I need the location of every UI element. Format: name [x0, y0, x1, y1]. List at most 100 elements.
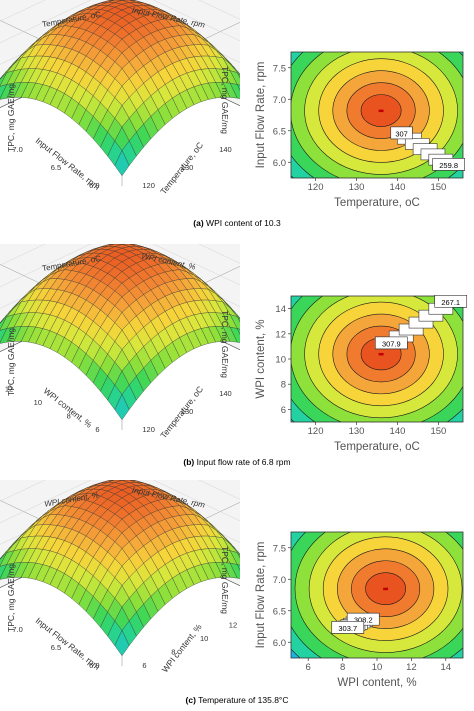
caption-text-c: Temperature of 135.8°C: [198, 695, 289, 705]
surface-cell: [114, 394, 130, 421]
x-tick-label: 150: [430, 182, 446, 193]
x-tick-label: 120: [308, 182, 324, 193]
surface-front-right-tick: 120: [142, 181, 155, 190]
y-tick-label: 7.5: [273, 543, 286, 554]
surface-front-right-tick: 12: [229, 620, 237, 629]
contour-label-text: 308.2: [354, 616, 373, 625]
optimum-marker: [378, 109, 384, 113]
caption-c: (c) Temperature of 135.8°C: [0, 695, 474, 705]
optimum-marker: [383, 587, 389, 591]
y-tick-label: 6.5: [273, 606, 286, 617]
x-axis-label: Temperature, oC: [334, 197, 420, 209]
surface-mesh-c: [0, 480, 240, 657]
surface-front-right-tick: 130: [181, 407, 194, 416]
surface-plot-a: TPC, mg GAE/mg TPC, mg GAE/mg Temperatur…: [0, 0, 240, 196]
surface-front-left-tick: 7.0: [12, 625, 22, 634]
contour-label-box: [331, 621, 365, 634]
surface-front-left-tick: 6.5: [51, 163, 61, 172]
x-tick-label: 8: [340, 662, 345, 673]
contour-label-box: [432, 158, 465, 171]
y-tick-label: 7.0: [273, 95, 286, 106]
surface-front-left-tick: 6: [95, 425, 99, 434]
surface-front-left-tick: 6.5: [51, 643, 61, 652]
x-tick-label: 120: [308, 426, 324, 437]
contour-plot-b: 120 130 140 150 6 8 10 12 14 Temperature, oC WPI c…: [255, 294, 468, 453]
contour-label-text: 307: [395, 129, 408, 138]
surface-front-left-label-b: WPI content, %: [42, 386, 95, 430]
surface-cell: [0, 328, 8, 344]
x-tick-label: 140: [390, 182, 406, 193]
caption-letter-b: (b): [183, 457, 195, 467]
surface-ticks-b: 1412108612013014015012013014015068101214: [5, 384, 232, 434]
panel-a: TPC, mg GAE/mg TPC, mg GAE/mg Temperatur…: [0, 0, 474, 235]
panel-b: TPC, mg GAE/mg TPC, mg GAE/mg Temperatur…: [0, 244, 474, 479]
surface-front-right-tick: 8: [171, 648, 175, 657]
surface-zlabel-left-b: TPC, mg GAE/mg: [6, 328, 16, 396]
y-axis-label: Input Flow Rate, rpm: [255, 542, 267, 649]
x-tick-label: 130: [349, 426, 365, 437]
surface-front-left-tick: 6.0: [89, 181, 99, 190]
caption-letter-a: (a): [193, 218, 204, 228]
caption-text-b: Input flow rate of 6.8 rpm: [196, 457, 291, 467]
optimum-marker: [378, 352, 384, 356]
surface-cell: [0, 84, 8, 100]
contour-label-box: [434, 294, 468, 308]
contour-plot-a: 120 130 140 150 6.0 6.5 7.0 7.5 Temperature, oC I…: [255, 51, 465, 209]
x-tick-label: 140: [390, 426, 406, 437]
surface-front-right-label-c: WPI content, %: [160, 622, 204, 675]
contour-label-text: 303.7: [338, 624, 357, 633]
y-axis-label: Input Flow Rate, rpm: [255, 62, 267, 169]
x-tick-label: 12: [406, 662, 417, 673]
caption-a: (a) WPI content of 10.3: [0, 218, 474, 228]
y-axis-label: WPI content, %: [255, 319, 267, 398]
surface-front-left-tick: 7.0: [12, 145, 22, 154]
surface-zlabel-right-a: TPC, mg GAE/mg: [220, 66, 230, 134]
y-tick-label: 14: [275, 304, 286, 315]
surface-cell: [114, 150, 130, 177]
surface-front-right-tick: 140: [219, 389, 232, 398]
caption-text-a: WPI content of 10.3: [206, 218, 281, 228]
contour-label-box: [390, 126, 413, 140]
surface-ticks-c: 7.57.06.56.068101214681012146.06.57.07.5: [12, 620, 237, 670]
surface-front-right-tick: 10: [200, 634, 208, 643]
surface-plot-b: TPC, mg GAE/mg TPC, mg GAE/mg Temperatur…: [0, 244, 240, 440]
contour-label-box: [375, 336, 408, 350]
y-tick-label: 6.0: [273, 158, 286, 169]
x-tick-label: 6: [306, 662, 311, 673]
contour-label-text: 267.1: [441, 298, 460, 307]
y-tick-label: 7.0: [273, 575, 286, 586]
surface-zlabel-right-c: TPC, mg GAE/mg: [220, 546, 230, 614]
contour-plot-c: 6 8 10 12 14 6.0 6.5 7.0 7.5 WPI content, % Input …: [255, 531, 464, 689]
panel-c: TPC, mg GAE/mg TPC, mg GAE/mg WPI conten…: [0, 480, 474, 711]
contour-label-text: 259.8: [439, 161, 458, 170]
caption-b: (b) Input flow rate of 6.8 rpm: [0, 457, 474, 467]
y-tick-label: 8: [281, 380, 286, 391]
y-tick-label: 6.0: [273, 638, 286, 649]
surface-mesh-a: [0, 0, 240, 177]
caption-letter-c: (c): [185, 695, 196, 705]
y-tick-label: 12: [275, 329, 286, 340]
surface-front-right-tick: 130: [181, 163, 194, 172]
surface-front-left-tick: 6.0: [89, 661, 99, 670]
x-axis-label: Temperature, oC: [334, 441, 420, 453]
surface-front-left-tick: 10: [34, 398, 42, 407]
surface-zlabel-left-a: TPC, mg GAE/mg: [6, 84, 16, 152]
x-tick-label: 10: [372, 662, 383, 673]
x-axis-label: WPI content, %: [337, 677, 416, 689]
y-tick-label: 10: [275, 355, 286, 366]
surface-front-left-tick: 8: [67, 412, 71, 421]
x-tick-label: 130: [349, 182, 365, 193]
contour-frame: [290, 51, 464, 179]
x-tick-label: 150: [430, 426, 446, 437]
surface-front-left-tick: 12: [5, 384, 13, 393]
x-tick-label: 14: [441, 662, 452, 673]
surface-front-right-tick: 120: [142, 425, 155, 434]
surface-plot-c: TPC, mg GAE/mg TPC, mg GAE/mg WPI conten…: [0, 480, 240, 675]
surface-zlabel-right-b: TPC, mg GAE/mg: [220, 310, 230, 378]
surface-zlabel-left-c: TPC, mg GAE/mg: [6, 564, 16, 632]
surface-mesh-b: [0, 244, 240, 421]
y-tick-label: 7.5: [273, 63, 286, 74]
surface-front-right-tick: 6: [142, 661, 146, 670]
y-tick-label: 6: [281, 405, 286, 416]
surface-ticks-a: 7.57.06.56.01201301401501201301401506.06…: [12, 145, 231, 190]
